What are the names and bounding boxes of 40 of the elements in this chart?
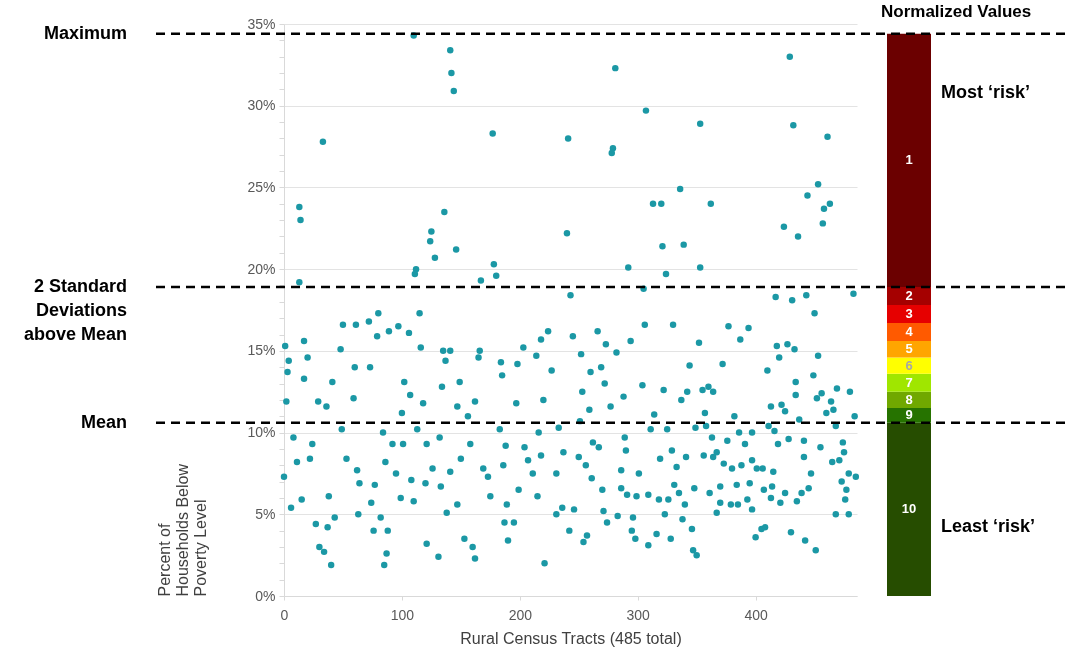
y-tick-label: 25% <box>247 178 276 195</box>
bar <box>887 341 931 358</box>
bar <box>887 323 931 342</box>
y-tick-label: 15% <box>247 342 276 359</box>
bar <box>887 33 931 288</box>
bar <box>887 357 931 374</box>
x-tick-label: 0 <box>280 606 289 623</box>
bar <box>887 391 931 409</box>
series-label: 6 <box>905 357 913 373</box>
x-axis-title: Rural Census Tracts (485 total) <box>460 629 682 647</box>
series-label: 8 <box>905 391 913 407</box>
bar <box>887 287 931 306</box>
text: Least ‘risk’ <box>941 516 1036 537</box>
series-label: 9 <box>905 407 913 423</box>
y-axis-title: Percent of Households Below Poverty Level <box>155 463 209 597</box>
series-label: 2 <box>905 288 913 304</box>
series-label: 10 <box>901 501 917 517</box>
y-tick-label: 5% <box>255 505 276 522</box>
y-tick-label: 0% <box>255 587 276 604</box>
ref-line-label: Mean <box>80 411 127 432</box>
y-tick-label: 30% <box>247 97 276 114</box>
x-tick-label: 200 <box>508 606 533 623</box>
x-tick-label: 100 <box>390 606 415 623</box>
ref-line-label: Maximum <box>43 22 127 43</box>
series-label: 1 <box>905 152 913 168</box>
series-label: 7 <box>905 374 913 390</box>
text: Most ‘risk’ <box>941 81 1031 102</box>
ref-line-label: 2 Standard Deviations above Mean <box>23 276 127 345</box>
series-label: 5 <box>905 341 913 357</box>
x-tick-label: 300 <box>626 606 651 623</box>
y-tick-label: 35% <box>247 15 276 32</box>
bar <box>887 373 931 392</box>
y-tick-label: 10% <box>247 424 276 441</box>
chart-title: Normalized Values <box>881 2 1032 21</box>
series-label: 3 <box>905 306 913 322</box>
bar <box>887 422 931 596</box>
series-label: 4 <box>905 324 914 340</box>
x-tick-label: 400 <box>744 606 768 623</box>
bar <box>887 305 931 324</box>
y-tick-label: 20% <box>247 260 276 277</box>
